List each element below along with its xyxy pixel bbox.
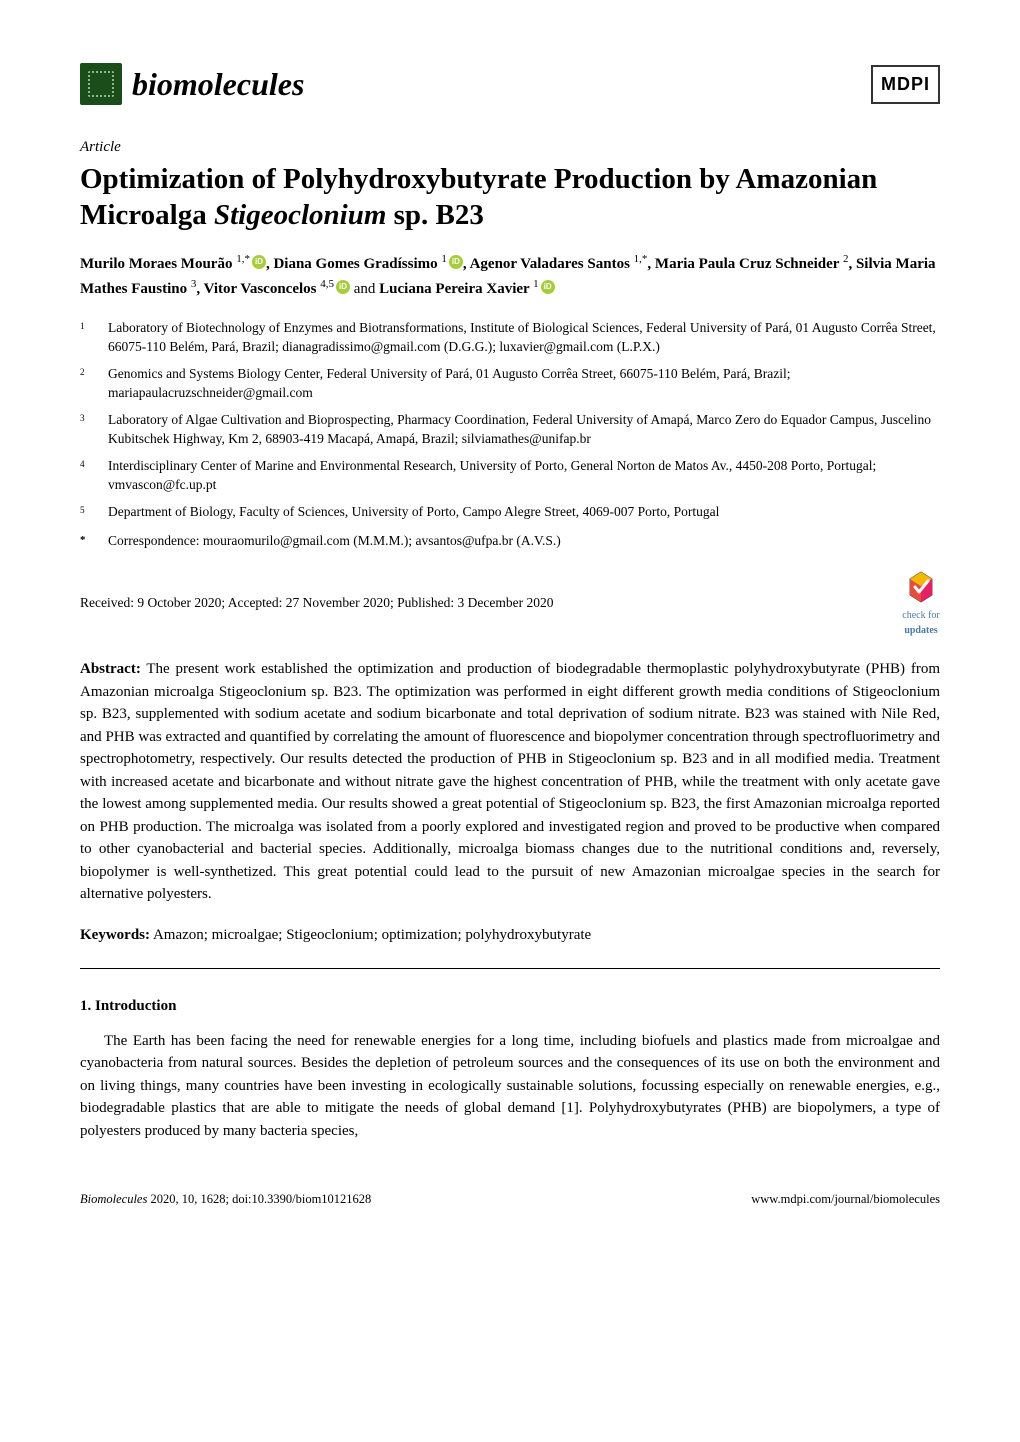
section-divider xyxy=(80,968,940,969)
publisher-logo-text: MDPI xyxy=(881,71,930,98)
affiliation: 2 Genomics and Systems Biology Center, F… xyxy=(80,364,940,403)
dates-row: Received: 9 October 2020; Accepted: 27 N… xyxy=(80,568,940,638)
orcid-icon xyxy=(252,255,266,269)
check-for-updates[interactable]: check for updates xyxy=(902,568,940,638)
author: Murilo Moraes Mourão 1,* xyxy=(80,256,250,272)
check-updates-icon xyxy=(902,568,940,606)
publisher-logo: MDPI xyxy=(871,65,940,104)
orcid-icon xyxy=(449,255,463,269)
author: Luciana Pereira Xavier 1 xyxy=(379,281,539,297)
correspondence: * Correspondence: mouraomurilo@gmail.com… xyxy=(80,531,940,551)
keywords-block: Keywords: Amazon; microalgae; Stigeoclon… xyxy=(80,924,940,947)
affiliation: 3 Laboratory of Algae Cultivation and Bi… xyxy=(80,410,940,449)
affiliation: 4 Interdisciplinary Center of Marine and… xyxy=(80,456,940,495)
abstract-block: Abstract: The present work established t… xyxy=(80,658,940,906)
orcid-icon xyxy=(541,280,555,294)
orcid-icon xyxy=(336,280,350,294)
title-italic: Stigeoclonium xyxy=(214,199,386,231)
keywords-label: Keywords: xyxy=(80,927,150,943)
keywords-text: Amazon; microalgae; Stigeoclonium; optim… xyxy=(153,927,591,943)
affiliation: 5 Department of Biology, Faculty of Scie… xyxy=(80,502,940,524)
page-footer: Biomolecules 2020, 10, 1628; doi:10.3390… xyxy=(80,1190,940,1209)
footer-right: www.mdpi.com/journal/biomolecules xyxy=(751,1190,940,1209)
affiliation: 1 Laboratory of Biotechnology of Enzymes… xyxy=(80,318,940,357)
article-type: Article xyxy=(80,136,940,159)
abstract-text: The present work established the optimiz… xyxy=(80,661,940,902)
header-row: biomolecules MDPI xyxy=(80,60,940,108)
check-updates-line2: updates xyxy=(902,623,940,638)
journal-name: biomolecules xyxy=(132,60,304,108)
check-updates-line1: check for xyxy=(902,608,940,623)
authors-block: Murilo Moraes Mourão 1,*, Diana Gomes Gr… xyxy=(80,251,940,302)
and-label: and xyxy=(354,281,376,297)
intro-text: The Earth has been facing the need for r… xyxy=(80,1033,940,1139)
author: Diana Gomes Gradíssimo 1 xyxy=(273,256,446,272)
author: Agenor Valadares Santos 1,* xyxy=(470,256,648,272)
footer-journal: Biomolecules xyxy=(80,1192,147,1206)
journal-logo: biomolecules xyxy=(80,60,304,108)
title-suffix: sp. B23 xyxy=(386,199,484,231)
author: Vitor Vasconcelos 4,5 xyxy=(204,281,334,297)
abstract-label: Abstract: xyxy=(80,661,141,677)
section-heading: 1. Introduction xyxy=(80,995,940,1018)
footer-left: Biomolecules 2020, 10, 1628; doi:10.3390… xyxy=(80,1190,371,1209)
publication-dates: Received: 9 October 2020; Accepted: 27 N… xyxy=(80,593,554,613)
journal-icon xyxy=(80,63,122,105)
footer-citation: 2020, 10, 1628; doi:10.3390/biom10121628 xyxy=(147,1192,371,1206)
article-title: Optimization of Polyhydroxybutyrate Prod… xyxy=(80,161,940,234)
affiliations-block: 1 Laboratory of Biotechnology of Enzymes… xyxy=(80,318,940,551)
intro-paragraph: The Earth has been facing the need for r… xyxy=(80,1030,940,1143)
author: Maria Paula Cruz Schneider 2 xyxy=(655,256,849,272)
